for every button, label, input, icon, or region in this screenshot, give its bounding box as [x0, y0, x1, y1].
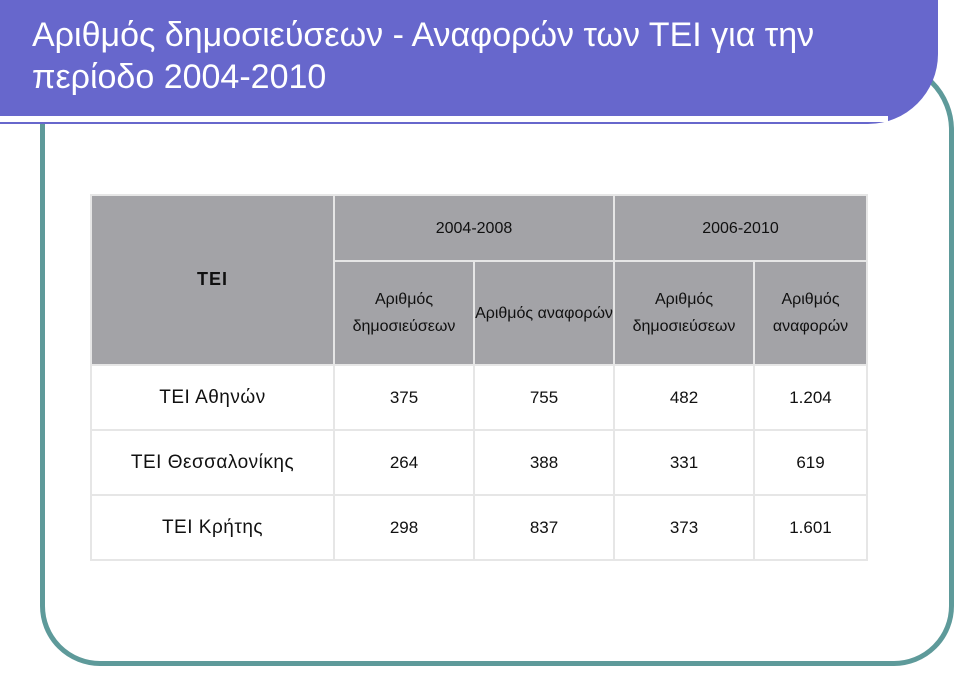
title-divider	[0, 116, 888, 122]
table-header-row-periods: ΤΕΙ 2004-2008 2006-2010	[90, 194, 868, 366]
table-cell: 388	[473, 429, 615, 496]
column-header: Αριθμός δημοσιεύσεων	[333, 260, 475, 366]
table-cell: 619	[753, 429, 868, 496]
table-cell: 373	[613, 494, 755, 561]
table-cell: 755	[473, 364, 615, 431]
title-band	[0, 0, 938, 124]
row-name: ΤΕΙ Αθηνών	[90, 364, 335, 431]
slide-title: Αριθμός δημοσιεύσεων - Αναφορών των ΤΕΙ …	[32, 16, 815, 96]
table-row: ΤΕΙ Θεσσαλονίκης 264 388 331 619	[90, 429, 868, 496]
row-name: ΤΕΙ Κρήτης	[90, 494, 335, 561]
period-header: 2006-2010	[613, 194, 868, 262]
column-header: Αριθμός αναφορών	[473, 260, 615, 366]
table-cell: 375	[333, 364, 475, 431]
table-cell: 837	[473, 494, 615, 561]
column-header: Αριθμός δημοσιεύσεων	[613, 260, 755, 366]
period-header: 2004-2008	[333, 194, 615, 262]
table-row: ΤΕΙ Κρήτης 298 837 373 1.601	[90, 494, 868, 561]
row-name: ΤΕΙ Θεσσαλονίκης	[90, 429, 335, 496]
table-cell: 482	[613, 364, 755, 431]
table-cell: 1.204	[753, 364, 868, 431]
table-cell: 264	[333, 429, 475, 496]
table-header-row-metrics: Αριθμός δημοσιεύσεων Αριθμός αναφορών Αρ…	[91, 260, 868, 366]
data-table: ΤΕΙ 2004-2008 2006-2010 Αριθμός δημοσιεύ…	[90, 194, 868, 561]
column-header-tei: ΤΕΙ	[90, 194, 335, 366]
table-cell: 331	[613, 429, 755, 496]
column-header: Αριθμός αναφορών	[753, 260, 868, 366]
table-row: ΤΕΙ Αθηνών 375 755 482 1.204	[90, 364, 868, 431]
table-cell: 1.601	[753, 494, 868, 561]
table-cell: 298	[333, 494, 475, 561]
